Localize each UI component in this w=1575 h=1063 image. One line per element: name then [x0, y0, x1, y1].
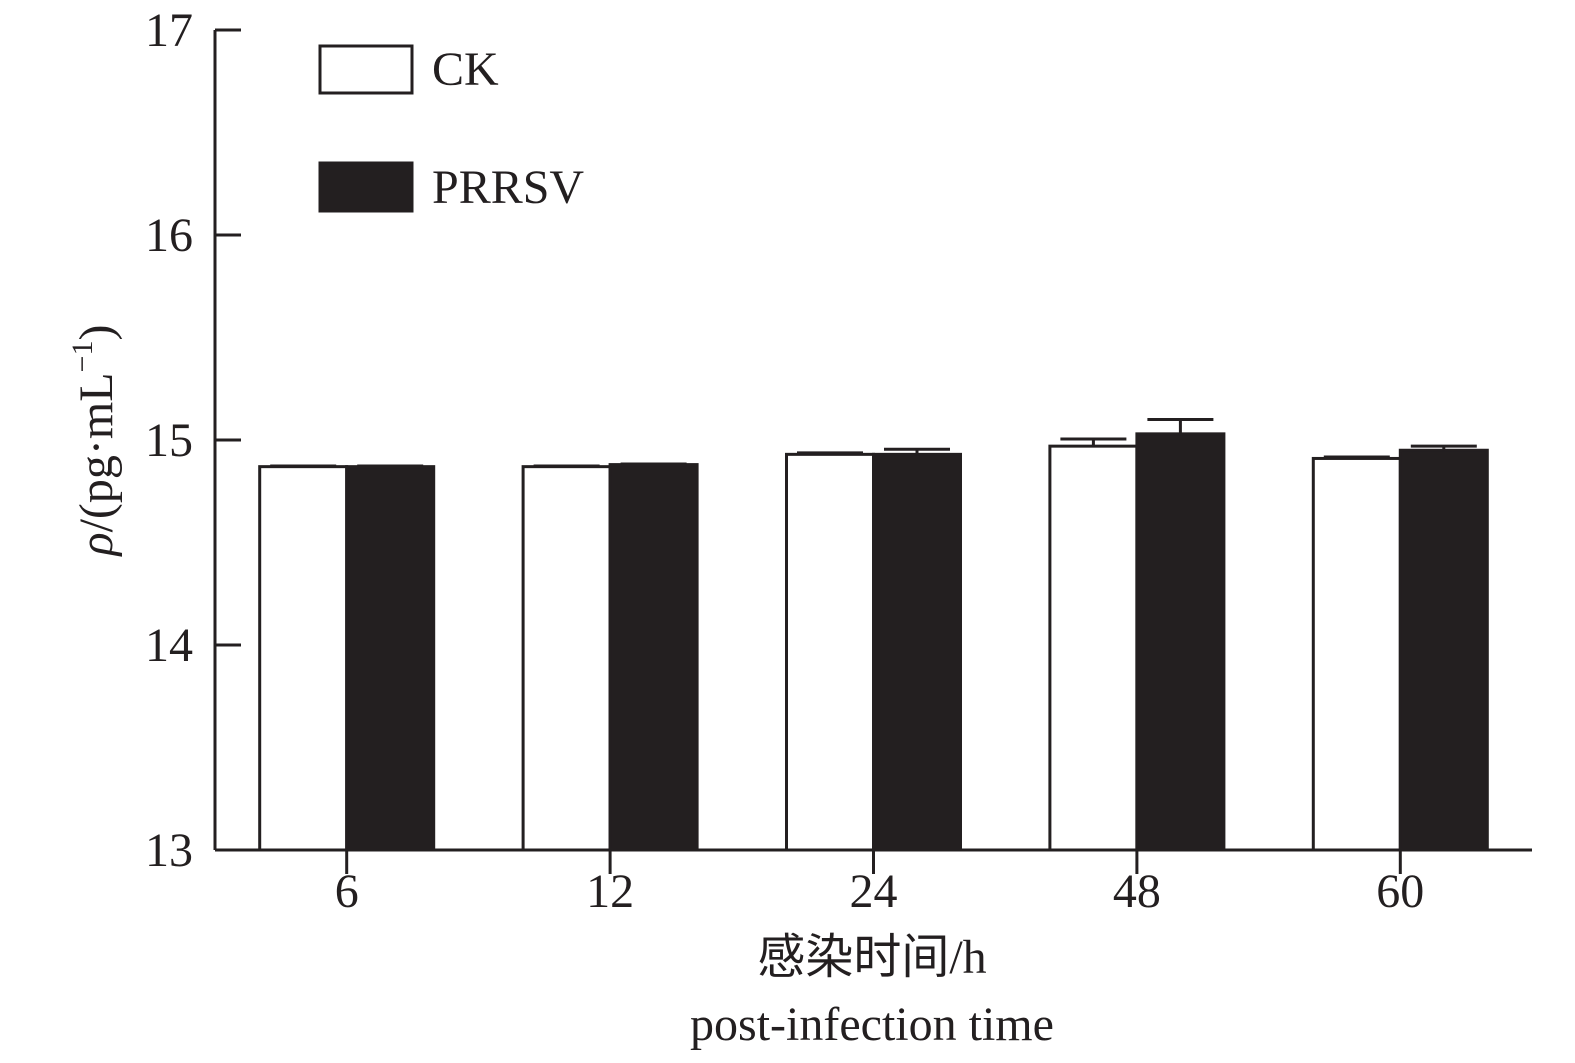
legend-label-ck: CK [432, 43, 499, 96]
bar-prrsv-24 [872, 452, 962, 852]
x-axis-title-cn: 感染时间/h [757, 931, 986, 984]
x-tick-label: 48 [1113, 865, 1161, 918]
bar-ck-12 [521, 465, 612, 852]
legend-label-prrsv: PRRSV [432, 161, 584, 214]
x-tick-label: 24 [850, 865, 898, 918]
y-ticks: 13 14 15 16 17 [145, 4, 241, 877]
svg-text:ρ/(pg·mL−1): ρ/(pg·mL−1) [66, 325, 123, 558]
y-axis-close: ) [70, 325, 123, 341]
legend-swatch-prrsv [318, 161, 414, 213]
x-tick-label: 60 [1376, 865, 1424, 918]
legend-swatch-ck [318, 44, 414, 95]
legend: CK PRRSV [318, 43, 584, 214]
bar-ck-48 [1048, 444, 1139, 852]
y-tick-label: 16 [145, 209, 193, 262]
x-tick-label: 6 [335, 865, 359, 918]
x-ticks: 6 12 24 48 60 [335, 850, 1424, 918]
bar-prrsv-48 [1135, 432, 1226, 852]
y-tick-label: 13 [145, 824, 193, 877]
bar-prrsv-6 [345, 465, 436, 852]
bar-ck-6 [258, 465, 349, 852]
y-axis-unit: /(pg·mL [70, 372, 123, 532]
bar-ck-60 [1311, 456, 1402, 852]
x-tick-label: 12 [586, 865, 634, 918]
y-tick-label: 14 [145, 619, 193, 672]
x-axis-title-en: post-infection time [690, 998, 1054, 1051]
bar-prrsv-60 [1398, 448, 1489, 852]
bar-ck-24 [785, 452, 875, 852]
y-tick-label: 15 [145, 414, 193, 467]
y-axis-symbol: ρ [70, 532, 123, 557]
y-axis-exponent: −1 [66, 341, 99, 373]
y-axis-title: ρ/(pg·mL−1) [66, 325, 123, 558]
bar-prrsv-12 [608, 463, 699, 852]
y-tick-label: 17 [145, 4, 193, 57]
bars-layer [258, 418, 1489, 852]
